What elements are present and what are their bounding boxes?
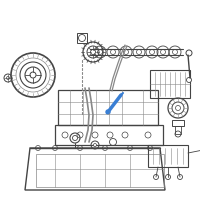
Circle shape [150,49,154,54]
Circle shape [136,49,142,54]
Bar [77,33,87,43]
Bar [58,90,158,125]
Circle shape [72,136,78,140]
Bar [172,120,184,126]
Circle shape [110,49,116,54]
Circle shape [98,49,102,54]
Circle shape [160,49,166,54]
Circle shape [172,49,178,54]
Circle shape [30,72,36,78]
Circle shape [176,106,180,110]
Bar [148,145,188,167]
Bar [55,125,163,145]
Circle shape [6,76,10,79]
Bar [36,154,164,187]
Circle shape [106,110,110,114]
Bar [175,126,181,134]
Circle shape [90,49,96,54]
Bar [150,70,190,98]
Circle shape [94,144,96,146]
Circle shape [124,49,128,54]
Circle shape [186,77,192,82]
